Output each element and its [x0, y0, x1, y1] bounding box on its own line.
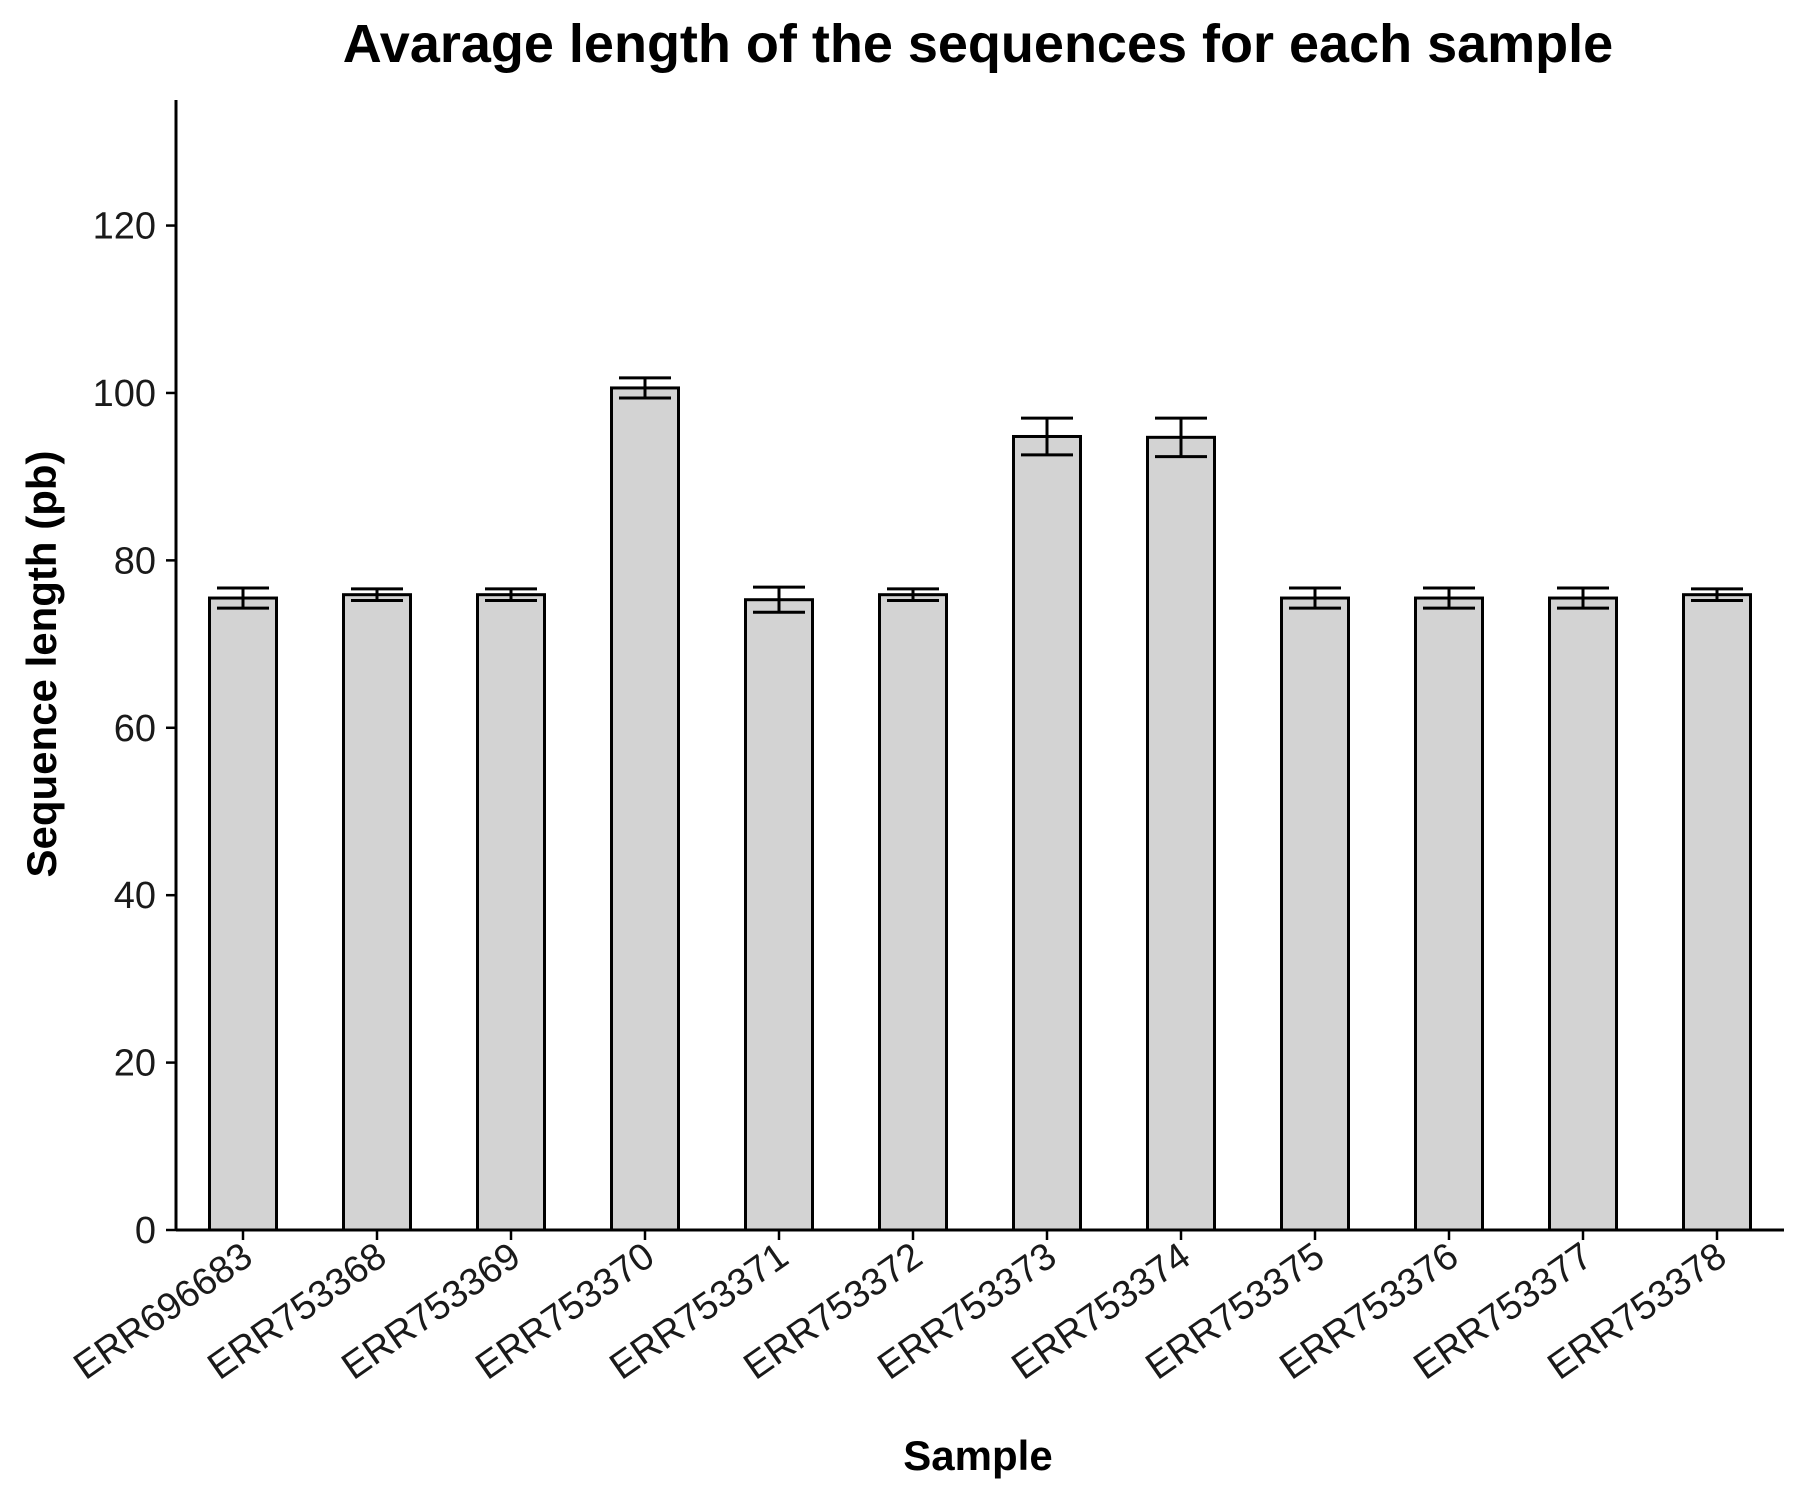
- bar: [744, 598, 814, 1232]
- y-tick-label: 20: [114, 1043, 156, 1085]
- axes-layer: [174, 100, 1784, 1232]
- y-axis-label: Sequence length (pb): [18, 450, 65, 877]
- y-tick-label: 80: [114, 540, 156, 582]
- y-tick-label: 60: [114, 708, 156, 750]
- bar: [476, 593, 546, 1232]
- chart-title: Avarage length of the sequences for each…: [343, 14, 1613, 74]
- bar: [342, 593, 412, 1232]
- error-bars-layer: [217, 376, 1743, 614]
- bar: [1682, 593, 1752, 1232]
- bar: [208, 596, 278, 1232]
- bar: [878, 593, 948, 1232]
- y-tick-label: 0: [135, 1210, 156, 1252]
- bars-layer: [208, 386, 1752, 1232]
- bar: [1146, 435, 1216, 1232]
- x-axis-label: Sample: [903, 1432, 1052, 1479]
- y-tick-label: 100: [93, 373, 156, 415]
- bar: [1280, 596, 1350, 1232]
- bar: [1012, 434, 1082, 1232]
- y-ticks-layer: 0 20 40 60 80 100 120: [93, 206, 176, 1252]
- x-ticks-layer: ERR696683ERR753368ERR753369ERR753370ERR7…: [66, 1230, 1734, 1388]
- y-tick-label: 120: [93, 206, 156, 248]
- bar: [1548, 596, 1618, 1232]
- bar: [610, 386, 680, 1232]
- y-tick-label: 40: [114, 875, 156, 917]
- bar: [1414, 596, 1484, 1232]
